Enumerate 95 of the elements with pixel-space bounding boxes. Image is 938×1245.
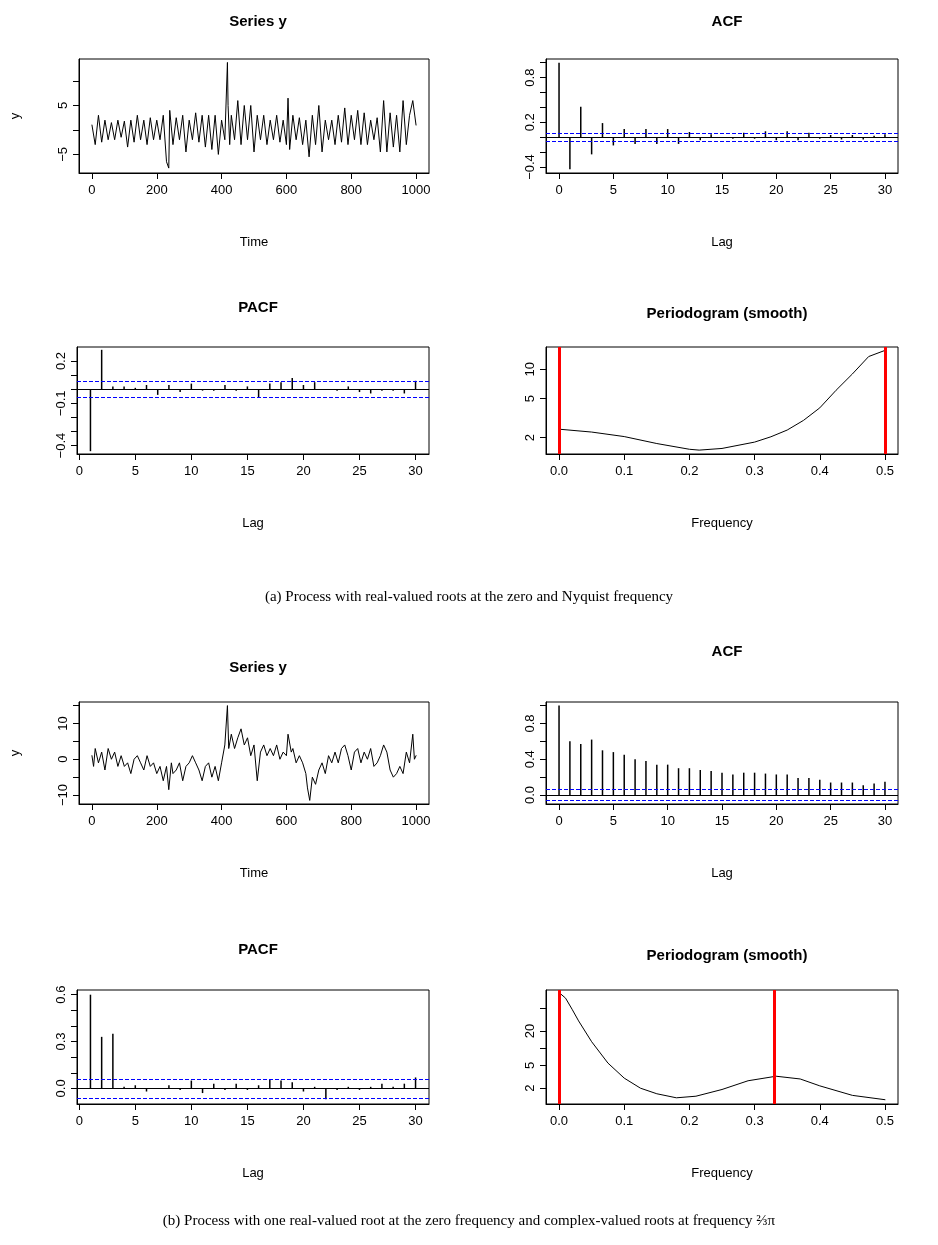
x-tick-label: 20 xyxy=(769,182,784,197)
y-tick-label: −5 xyxy=(55,146,70,162)
x-tick-label: 5 xyxy=(131,1113,139,1128)
y-tick-label: 0.8 xyxy=(522,714,537,733)
y-tick-label: 10 xyxy=(522,362,537,377)
x-tick-label: 30 xyxy=(408,463,423,478)
x-tick-label: 10 xyxy=(184,1113,199,1128)
chart-title: PACF xyxy=(238,298,278,315)
x-tick-label: 30 xyxy=(877,182,893,197)
x-tick-label: 25 xyxy=(352,1113,367,1128)
y-tick-label: 5 xyxy=(522,1061,537,1070)
text: (b) Process with one real-valued root at the zero frequency and complex-valued roots at frequency ⅔π xyxy=(161,1212,777,1229)
x-tick-label: 30 xyxy=(408,1113,423,1128)
y-tick-label: 0.4 xyxy=(522,750,537,769)
chart-title: PACF xyxy=(238,940,278,957)
y-tick-label: −0.4 xyxy=(53,432,68,459)
x-tick-label: 5 xyxy=(131,463,139,478)
x-tick-label: 1000 xyxy=(401,813,431,828)
x-axis-title: Lag xyxy=(242,1165,264,1180)
x-tick-label: 0.1 xyxy=(615,1113,634,1128)
x-tick-label: 30 xyxy=(877,813,893,828)
x-tick-label: 10 xyxy=(184,463,199,478)
y-tick-label: 0.2 xyxy=(53,352,68,371)
y-tick-label: 0.6 xyxy=(53,985,68,1004)
x-axis-title: Time xyxy=(239,234,269,249)
x-tick-label: 200 xyxy=(145,813,168,828)
x-tick-label: 0.1 xyxy=(615,463,634,478)
x-axis-title: Time xyxy=(239,865,269,880)
y-tick-label: 10 xyxy=(55,716,70,731)
x-axis-title: Frequency xyxy=(691,515,754,530)
x-tick-label: 0.5 xyxy=(875,1113,894,1128)
x-tick-label: 0.3 xyxy=(745,1113,764,1128)
chart-title: Periodogram (smooth) xyxy=(646,946,808,963)
y-axis-title: y xyxy=(7,749,22,757)
x-tick-label: 0 xyxy=(555,813,563,828)
y-tick-label: 5 xyxy=(55,101,70,110)
y-tick-label: −0.4 xyxy=(522,154,537,180)
chart-title: Series y xyxy=(229,12,288,29)
y-tick-label: 0 xyxy=(55,755,70,763)
x-tick-label: 10 xyxy=(660,182,675,197)
x-tick-label: 600 xyxy=(275,813,298,828)
y-tick-label: 20 xyxy=(522,1023,537,1039)
chart-title: ACF xyxy=(711,642,743,659)
x-tick-label: 0.0 xyxy=(550,1113,569,1128)
chart-title: Series y xyxy=(229,658,288,675)
x-tick-label: 0.4 xyxy=(810,1113,829,1128)
chart-title: ACF xyxy=(711,12,743,29)
x-tick-label: 25 xyxy=(823,182,838,197)
x-tick-label: 20 xyxy=(296,463,311,478)
x-tick-label: 1000 xyxy=(401,182,431,197)
x-tick-label: 0 xyxy=(75,1113,83,1128)
x-tick-label: 0 xyxy=(88,813,96,828)
x-tick-label: 25 xyxy=(823,813,838,828)
x-tick-label: 5 xyxy=(609,813,617,828)
y-tick-label: 0.0 xyxy=(522,786,537,805)
x-tick-label: 25 xyxy=(352,463,367,478)
x-tick-label: 15 xyxy=(240,463,255,478)
x-tick-label: 0.5 xyxy=(875,463,894,478)
y-tick-label: −10 xyxy=(55,784,70,807)
x-tick-label: 400 xyxy=(210,813,233,828)
y-tick-label: −0.1 xyxy=(53,390,68,417)
x-axis-title: Lag xyxy=(242,515,264,530)
x-tick-label: 0 xyxy=(88,182,96,197)
y-tick-label: 0.3 xyxy=(53,1032,68,1051)
y-tick-label: 2 xyxy=(522,1084,537,1092)
x-tick-label: 15 xyxy=(714,182,730,197)
x-tick-label: 15 xyxy=(240,1113,255,1128)
y-tick-label: 0.0 xyxy=(53,1079,68,1098)
y-tick-label: 0.8 xyxy=(522,68,537,87)
chart-title: Periodogram (smooth) xyxy=(646,304,808,321)
x-tick-label: 10 xyxy=(660,813,675,828)
x-tick-label: 0 xyxy=(555,182,563,197)
y-axis-title: y xyxy=(7,112,22,120)
x-tick-label: 0.2 xyxy=(680,1113,699,1128)
y-tick-label: 5 xyxy=(522,395,537,403)
x-axis-title: Frequency xyxy=(691,1165,754,1180)
x-tick-label: 200 xyxy=(145,182,168,197)
y-tick-label: 2 xyxy=(522,434,537,442)
x-tick-label: 400 xyxy=(210,182,233,197)
x-tick-label: 0.2 xyxy=(680,463,699,478)
x-tick-label: 800 xyxy=(340,813,363,828)
x-tick-label: 20 xyxy=(769,813,784,828)
x-tick-label: 20 xyxy=(296,1113,311,1128)
x-tick-label: 0.0 xyxy=(550,463,569,478)
x-tick-label: 0.4 xyxy=(810,463,829,478)
text: (a) Process with real-valued roots at the zero and Nyquist frequency xyxy=(263,588,675,605)
x-axis-title: Lag xyxy=(711,865,733,880)
x-tick-label: 5 xyxy=(609,182,617,197)
x-tick-label: 600 xyxy=(275,182,298,197)
x-tick-label: 0.3 xyxy=(745,463,764,478)
y-tick-label: 0.2 xyxy=(522,113,537,132)
x-tick-label: 800 xyxy=(340,182,363,197)
x-tick-label: 15 xyxy=(714,813,730,828)
x-axis-title: Lag xyxy=(711,234,733,249)
x-tick-label: 0 xyxy=(75,463,83,478)
